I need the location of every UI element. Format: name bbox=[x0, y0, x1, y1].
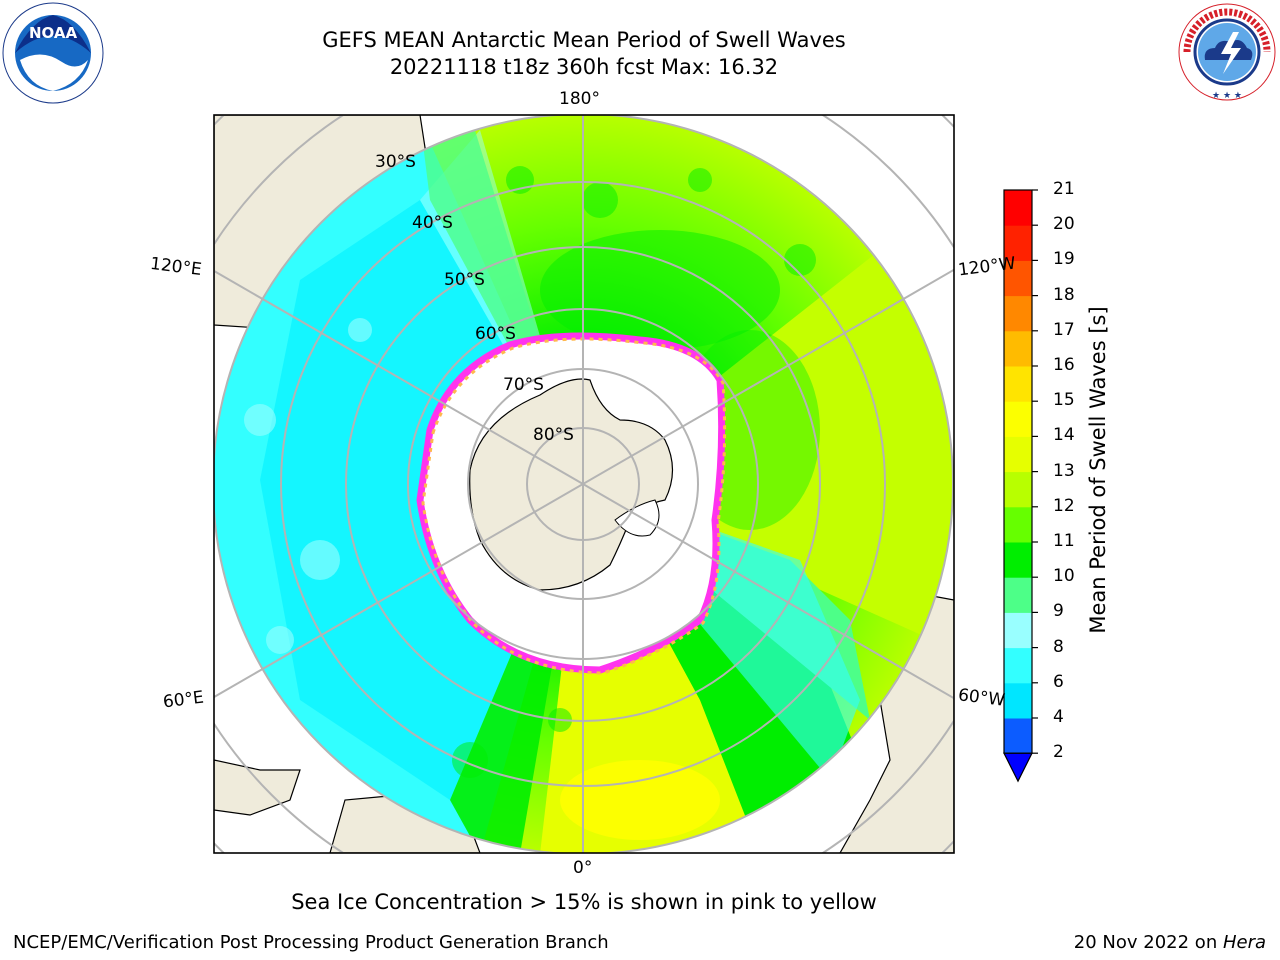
lat-label-80s: 80°S bbox=[533, 425, 574, 445]
lon-label-0: 0° bbox=[573, 858, 593, 878]
lat-label-60s: 60°S bbox=[475, 324, 516, 344]
colorbar-tick-label: 10 bbox=[1053, 566, 1075, 587]
lat-label-70s: 70°S bbox=[503, 375, 544, 395]
footer-date-text: 20 Nov 2022 on bbox=[1073, 932, 1223, 953]
swell-field bbox=[214, 115, 953, 853]
colorbar-title: Mean Period of Swell Waves [s] bbox=[1086, 306, 1110, 634]
noaa-logo-text: NOAA bbox=[29, 24, 78, 42]
lat-label-50s: 50°S bbox=[444, 270, 485, 290]
colorbar-tick-label: 18 bbox=[1053, 284, 1075, 305]
colorbar-tick-label: 6 bbox=[1053, 671, 1064, 692]
colorbar-tick-label: 17 bbox=[1053, 319, 1075, 340]
colorbar bbox=[1003, 189, 1038, 783]
colorbar-segment bbox=[1004, 401, 1032, 437]
footer-date: 20 Nov 2022 on Hera bbox=[1074, 932, 1266, 953]
colorbar-segment bbox=[1004, 295, 1032, 332]
footer-machine: Hera bbox=[1222, 932, 1266, 953]
colorbar-segment bbox=[1004, 225, 1032, 261]
nws-logo-icon: ★ ★ ★ bbox=[1178, 3, 1276, 101]
colorbar-segment bbox=[1004, 471, 1032, 508]
colorbar-segment bbox=[1004, 718, 1032, 754]
colorbar-tick-label: 13 bbox=[1053, 460, 1075, 481]
colorbar-segment bbox=[1004, 260, 1032, 297]
footer-credit: NCEP/EMC/Verification Post Processing Pr… bbox=[13, 932, 609, 953]
noaa-logo-icon: NOAA bbox=[2, 2, 104, 104]
lat-label-40s: 40°S bbox=[412, 213, 453, 233]
colorbar-tick-label: 2 bbox=[1053, 742, 1064, 763]
colorbar-segment bbox=[1004, 682, 1032, 719]
colorbar-tick-label: 12 bbox=[1053, 495, 1075, 516]
chart-title: GEFS MEAN Antarctic Mean Period of Swell… bbox=[322, 28, 846, 52]
colorbar-tick-label: 8 bbox=[1053, 636, 1064, 657]
colorbar-segment bbox=[1004, 190, 1032, 226]
colorbar-tick-label: 19 bbox=[1053, 249, 1075, 270]
antarctica-landmass bbox=[469, 378, 674, 591]
chart-subtitle: 20221118 t18z 360h fcst Max: 16.32 bbox=[389, 55, 779, 79]
colorbar-segment bbox=[1004, 330, 1032, 367]
colorbar-segment bbox=[1004, 647, 1032, 684]
colorbar-tick-label: 15 bbox=[1053, 390, 1075, 411]
colorbar-segment bbox=[1004, 436, 1032, 473]
colorbar-tick-label: 4 bbox=[1053, 707, 1064, 727]
lon-label-180: 180° bbox=[559, 89, 600, 109]
colorbar-segment bbox=[1004, 612, 1032, 649]
colorbar-tick-label: 20 bbox=[1053, 214, 1075, 235]
colorbar-tick-label: 9 bbox=[1053, 601, 1064, 622]
colorbar-segment bbox=[1004, 366, 1032, 402]
colorbar-tick-label: 14 bbox=[1053, 425, 1075, 446]
colorbar-tick-label: 11 bbox=[1053, 531, 1075, 551]
colorbar-segment bbox=[1004, 577, 1032, 613]
map-frame bbox=[213, 114, 955, 854]
svg-text:★ ★ ★: ★ ★ ★ bbox=[1212, 91, 1242, 101]
colorbar-under-arrow bbox=[1003, 752, 1033, 783]
sea-ice-note: Sea Ice Concentration > 15% is shown in … bbox=[291, 890, 877, 914]
lat-label-30s: 30°S bbox=[375, 152, 416, 172]
colorbar-tick-label: 21 bbox=[1053, 179, 1075, 199]
colorbar-segment bbox=[1004, 542, 1032, 578]
colorbar-tick-label: 16 bbox=[1053, 355, 1075, 375]
colorbar-segment bbox=[1004, 506, 1032, 543]
